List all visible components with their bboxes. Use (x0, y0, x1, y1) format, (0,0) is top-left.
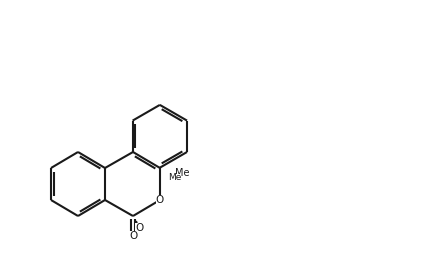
Text: O: O (129, 231, 137, 241)
Text: O: O (135, 223, 143, 233)
Text: Me: Me (168, 173, 181, 182)
Text: Me: Me (175, 168, 190, 178)
Text: O: O (156, 195, 164, 205)
